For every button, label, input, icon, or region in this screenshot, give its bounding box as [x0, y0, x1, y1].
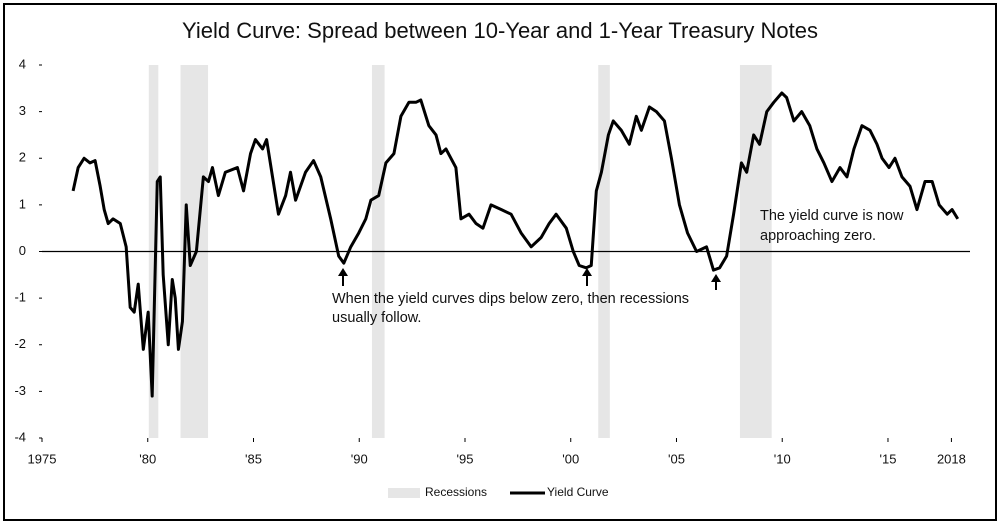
annotation: approaching zero.: [760, 228, 876, 244]
y-tick-label: 3: [19, 103, 26, 118]
y-tick-label: -4: [14, 429, 26, 444]
x-tick-label: '10: [774, 451, 791, 466]
x-tick-label: '95: [457, 451, 474, 466]
x-tick-label: '05: [668, 451, 685, 466]
y-tick-label: 0: [19, 243, 26, 258]
arrows: [338, 268, 721, 290]
x-tick-label: 2018: [937, 451, 966, 466]
arrow-head: [338, 268, 348, 276]
y-tick-label: -3: [14, 383, 26, 398]
frame: [3, 3, 997, 521]
legend-swatch: [388, 488, 420, 498]
x-tick-label: '85: [245, 451, 262, 466]
arrow-head: [582, 268, 592, 276]
legend-label: Recessions: [425, 485, 487, 499]
y-tick-label: -2: [14, 336, 26, 351]
annotation: The yield curve is now: [760, 208, 904, 224]
x-tick-label: '80: [139, 451, 156, 466]
x-tick-label: '15: [880, 451, 897, 466]
annotation: usually follow.: [332, 310, 421, 326]
arrow-head: [711, 274, 721, 282]
legend-label: Yield Curve: [547, 485, 609, 499]
annotation: When the yield curves dips below zero, t…: [332, 291, 689, 307]
chart-title: Yield Curve: Spread between 10-Year and …: [182, 18, 818, 43]
y-tick-label: 2: [19, 150, 26, 165]
y-tick-label: -1: [14, 290, 26, 305]
x-tick-label: 1975: [28, 451, 57, 466]
x-tick-label: '00: [562, 451, 579, 466]
y-tick-label: 4: [19, 56, 26, 71]
yield-curve-line: [71, 91, 960, 398]
x-tick-label: '90: [351, 451, 368, 466]
y-tick-label: 1: [19, 196, 26, 211]
